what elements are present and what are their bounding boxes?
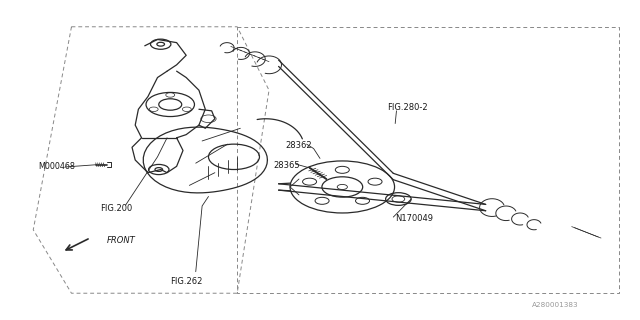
Text: FIG.262: FIG.262 (170, 277, 203, 286)
Text: FRONT: FRONT (106, 236, 135, 245)
Text: FIG.200: FIG.200 (100, 204, 132, 213)
Text: FIG.280-2: FIG.280-2 (387, 103, 428, 112)
Text: 28365: 28365 (273, 161, 300, 170)
Text: 28362: 28362 (285, 141, 312, 150)
Text: M000468: M000468 (38, 163, 76, 172)
Text: N170049: N170049 (395, 214, 433, 223)
Text: A280001383: A280001383 (532, 302, 578, 308)
